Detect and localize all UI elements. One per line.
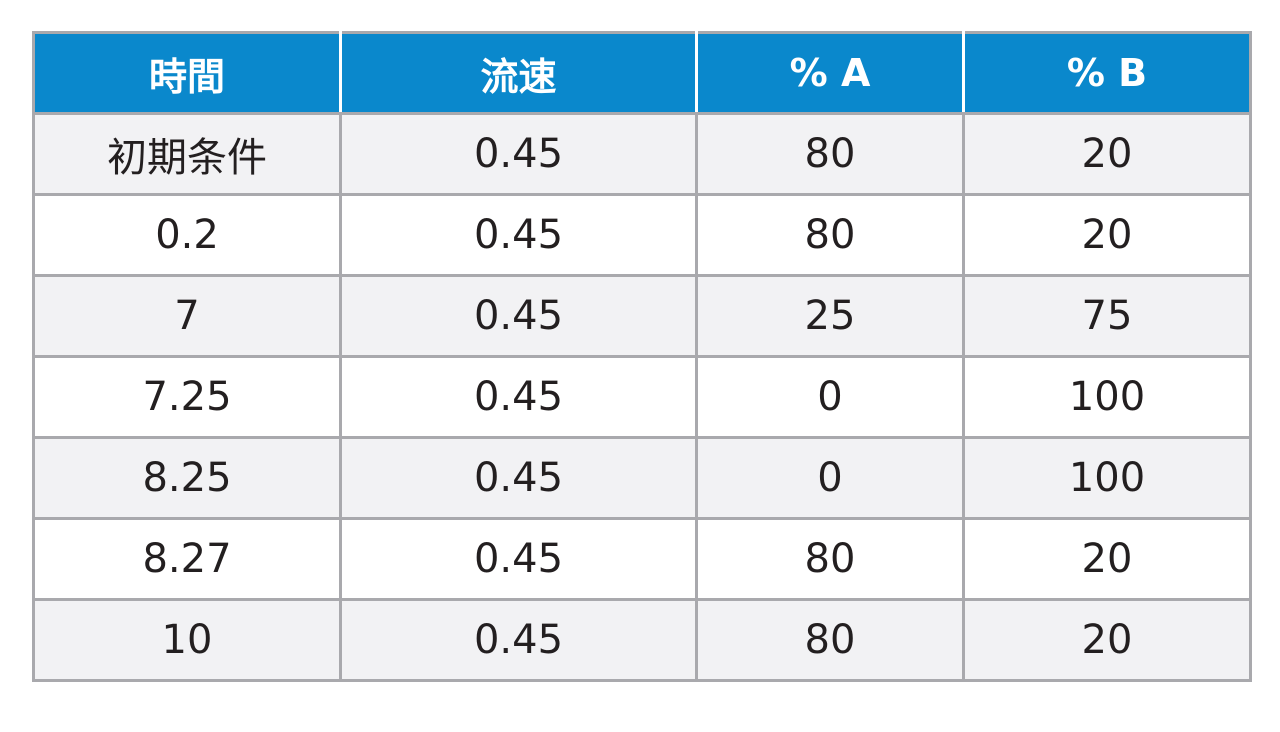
cell-percent-a: 0 [695, 436, 965, 520]
cell-time: 0.2 [32, 193, 342, 277]
cell-time: 7.25 [32, 355, 342, 439]
gradient-table: 時間 流速 % A % B 初期条件 0.45 80 20 0.2 0.45 8… [32, 31, 1252, 682]
table-row: 8.25 0.45 0 100 [32, 436, 1252, 520]
cell-flow-rate: 0.45 [339, 436, 698, 520]
cell-percent-b: 20 [962, 112, 1252, 196]
header-flow-rate: 流速 [339, 31, 698, 115]
cell-time: 8.25 [32, 436, 342, 520]
cell-percent-a: 80 [695, 112, 965, 196]
cell-percent-a: 0 [695, 355, 965, 439]
header-time: 時間 [32, 31, 342, 115]
table-row: 初期条件 0.45 80 20 [32, 112, 1252, 196]
cell-flow-rate: 0.45 [339, 517, 698, 601]
cell-percent-b: 75 [962, 274, 1252, 358]
cell-flow-rate: 0.45 [339, 193, 698, 277]
table-row: 8.27 0.45 80 20 [32, 517, 1252, 601]
cell-time: 10 [32, 598, 342, 682]
cell-percent-a: 80 [695, 193, 965, 277]
table-row: 7.25 0.45 0 100 [32, 355, 1252, 439]
table-header: 時間 流速 % A % B [32, 31, 1252, 115]
cell-percent-b: 20 [962, 598, 1252, 682]
cell-flow-rate: 0.45 [339, 598, 698, 682]
cell-time: 7 [32, 274, 342, 358]
header-row: 時間 流速 % A % B [32, 31, 1252, 115]
cell-percent-b: 100 [962, 436, 1252, 520]
table-row: 10 0.45 80 20 [32, 598, 1252, 682]
table-row: 0.2 0.45 80 20 [32, 193, 1252, 277]
header-percent-b: % B [962, 31, 1252, 115]
cell-percent-a: 25 [695, 274, 965, 358]
cell-flow-rate: 0.45 [339, 274, 698, 358]
cell-time: 8.27 [32, 517, 342, 601]
cell-percent-b: 100 [962, 355, 1252, 439]
cell-flow-rate: 0.45 [339, 355, 698, 439]
cell-percent-b: 20 [962, 517, 1252, 601]
table-row: 7 0.45 25 75 [32, 274, 1252, 358]
cell-flow-rate: 0.45 [339, 112, 698, 196]
cell-percent-a: 80 [695, 517, 965, 601]
header-percent-a: % A [695, 31, 965, 115]
cell-percent-a: 80 [695, 598, 965, 682]
cell-time: 初期条件 [32, 112, 342, 196]
cell-percent-b: 20 [962, 193, 1252, 277]
table-body: 初期条件 0.45 80 20 0.2 0.45 80 20 7 0.45 25… [32, 112, 1252, 682]
